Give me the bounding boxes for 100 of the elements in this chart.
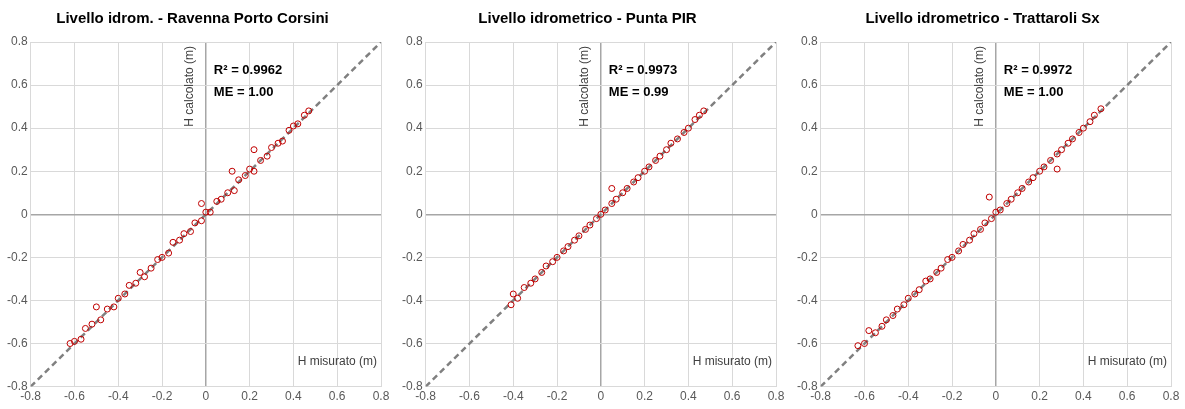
x-tick-label: 0 <box>992 389 1000 404</box>
point <box>197 200 205 208</box>
point <box>641 167 649 175</box>
point <box>911 290 919 298</box>
point <box>1064 139 1072 147</box>
point <box>147 264 155 272</box>
y-tick-label: 0.4 <box>10 120 28 135</box>
x-tick-label: 0.6 <box>1118 389 1136 404</box>
y-tick-label: 0.2 <box>405 163 423 178</box>
point <box>81 324 89 332</box>
point <box>125 281 133 289</box>
point <box>860 340 868 348</box>
point <box>257 156 265 164</box>
point <box>695 111 703 119</box>
point <box>987 215 995 223</box>
point <box>228 167 236 175</box>
point <box>246 165 254 173</box>
point <box>985 193 993 201</box>
point <box>520 284 528 292</box>
point <box>1025 178 1033 186</box>
point <box>553 253 561 261</box>
point <box>1097 105 1105 113</box>
point <box>132 279 140 287</box>
point <box>542 262 550 270</box>
point <box>915 286 923 294</box>
y-tick-label: 0 <box>20 206 28 221</box>
annotation: R² = 0.9973 <box>608 61 678 77</box>
point <box>970 230 978 238</box>
annotation: R² = 0.9962 <box>213 61 283 77</box>
point <box>514 294 522 302</box>
point <box>656 152 664 160</box>
y-tick-label: 0.4 <box>405 120 423 135</box>
point <box>70 337 78 345</box>
point <box>509 290 517 298</box>
point <box>1047 156 1055 164</box>
point <box>871 329 879 337</box>
y-axis-title: H calcolato (m) <box>182 46 197 127</box>
point <box>634 174 642 182</box>
y-tick-label: 0.8 <box>405 34 423 49</box>
point <box>549 258 557 266</box>
x-tick-label: 0.4 <box>285 389 303 404</box>
point <box>882 316 890 324</box>
point <box>1086 118 1094 126</box>
point <box>1068 135 1076 143</box>
point <box>955 247 963 255</box>
point <box>213 197 221 205</box>
y-tick-label: 0.2 <box>800 163 818 178</box>
point <box>592 215 600 223</box>
point <box>224 189 232 197</box>
point <box>582 225 590 233</box>
point <box>1058 146 1066 154</box>
point <box>667 139 675 147</box>
point <box>158 253 166 261</box>
point <box>285 126 293 134</box>
point <box>597 210 605 218</box>
point <box>1036 167 1044 175</box>
point <box>268 144 276 152</box>
x-tick-label: 0.6 <box>328 389 346 404</box>
x-tick-label: -0.2 <box>941 389 963 404</box>
x-tick-label: 0 <box>202 389 210 404</box>
point <box>937 264 945 272</box>
x-tick-label: 0.8 <box>767 389 785 404</box>
point <box>612 195 620 203</box>
x-tick-label: -0.4 <box>107 389 129 404</box>
chart-title: Livello idrometrico - Trattaroli Sx <box>865 9 1101 27</box>
point <box>1075 128 1083 136</box>
point <box>88 320 96 328</box>
point <box>619 189 627 197</box>
y-tick-label: -0.6 <box>6 335 28 350</box>
point <box>250 167 258 175</box>
point <box>608 200 616 208</box>
point <box>564 243 572 251</box>
x-axis-title: H misurato (m) <box>297 353 377 368</box>
point <box>92 303 100 311</box>
x-tick-label: 0.2 <box>1031 389 1049 404</box>
point <box>527 279 535 287</box>
point <box>121 290 129 298</box>
point <box>66 340 74 348</box>
point <box>289 122 297 130</box>
x-tick-label: -0.2 <box>546 389 568 404</box>
point <box>206 208 214 216</box>
point <box>1014 189 1022 197</box>
y-axis-title: H calcolato (m) <box>577 46 592 127</box>
x-tick-label: 0.4 <box>1075 389 1093 404</box>
point <box>865 327 873 335</box>
y-tick-label: 0.4 <box>800 120 818 135</box>
y-tick-label: 0.8 <box>800 34 818 49</box>
point <box>608 184 616 192</box>
point <box>560 247 568 255</box>
point <box>652 156 660 164</box>
point <box>922 277 930 285</box>
x-tick-label: 0.4 <box>680 389 698 404</box>
point <box>235 176 243 184</box>
y-tick-label: -0.6 <box>796 335 818 350</box>
point <box>944 256 952 264</box>
x-tick-label: 0.2 <box>636 389 654 404</box>
point <box>217 195 225 203</box>
x-tick-label: -0.2 <box>151 389 173 404</box>
x-tick-label: 0.8 <box>1162 389 1180 404</box>
y-tick-label: -0.2 <box>6 249 28 264</box>
